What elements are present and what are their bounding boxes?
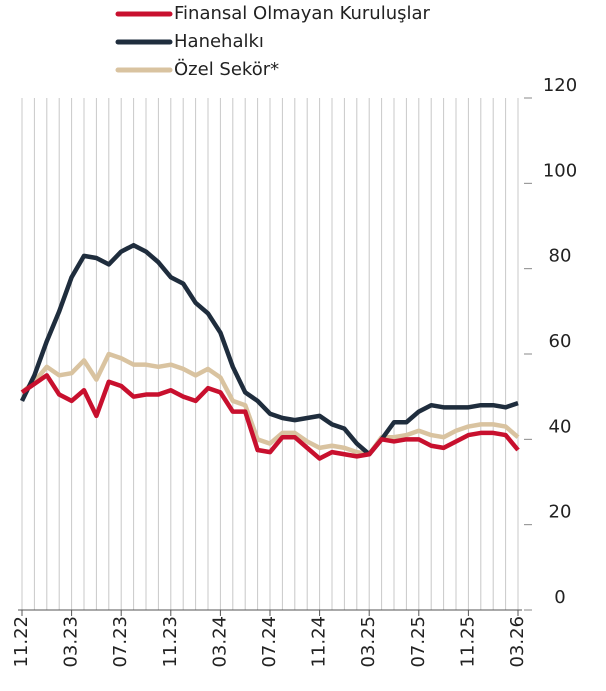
y-tick-label: 100 — [543, 160, 577, 181]
y-tick-label: 40 — [549, 416, 572, 437]
x-tick-label: 03.23 — [61, 616, 82, 668]
legend-label: Finansal Olmayan Kuruluşlar — [174, 3, 431, 24]
x-tick-label: 11.24 — [309, 616, 330, 668]
x-tick-label: 03.26 — [507, 616, 528, 668]
series-line — [19, 242, 519, 457]
y-tick-label: 120 — [543, 75, 577, 96]
y-tick-label: 80 — [549, 246, 572, 267]
series-line — [20, 373, 520, 461]
x-tick-label: 07.24 — [259, 616, 280, 668]
x-tick-label: 11.22 — [11, 616, 32, 668]
x-tick-label: 07.25 — [408, 616, 429, 668]
x-tick-label: 11.23 — [160, 616, 181, 668]
x-tick-label: 11.25 — [457, 616, 478, 668]
series-line — [20, 351, 520, 457]
y-tick-label: 20 — [549, 502, 572, 523]
x-tick-label: 03.24 — [209, 616, 230, 668]
legend-label: Özel Sekör* — [174, 58, 279, 80]
y-tick-label: 0 — [554, 587, 565, 608]
legend-label: Hanehalkı — [174, 31, 264, 52]
x-tick-label: 07.23 — [110, 616, 131, 668]
x-tick-label: 03.25 — [358, 616, 379, 668]
y-tick-label: 60 — [549, 331, 572, 352]
